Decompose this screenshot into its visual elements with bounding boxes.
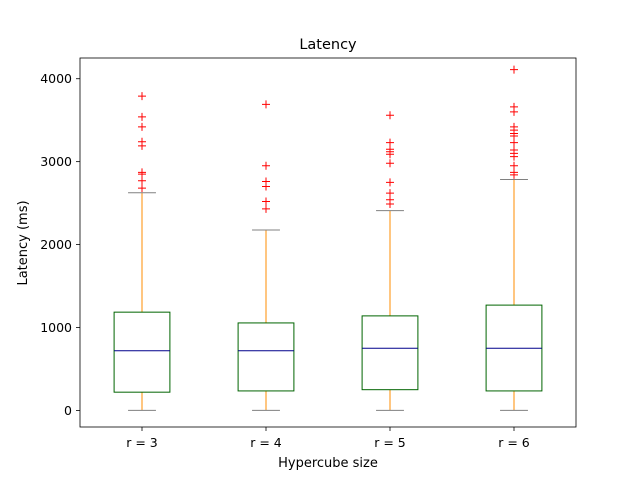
plot-area: r = 3 r = 4 r = 5 r = 6 0 1000 2000 3000 4000 [40, 57, 577, 450]
outlier-marker [262, 161, 270, 170]
x-tick-label: r = 5 [374, 435, 406, 450]
y-tick-label: 2000 [40, 237, 72, 252]
outlier-marker [386, 189, 394, 198]
outlier-marker [138, 92, 146, 101]
box-iqr [361, 315, 419, 391]
box-iqr [113, 311, 171, 393]
outlier-marker [138, 122, 146, 131]
outlier-marker [386, 138, 394, 147]
outlier-marker [138, 112, 146, 121]
outlier-marker [262, 100, 270, 109]
outlier-marker [386, 178, 394, 187]
y-tick-label: 3000 [40, 154, 72, 169]
outlier-marker [138, 184, 146, 193]
outlier-marker [386, 159, 394, 168]
outlier-marker [386, 111, 394, 120]
outlier-marker [510, 161, 518, 170]
outlier-marker [510, 102, 518, 111]
plot-frame [79, 57, 577, 428]
x-tick-label: r = 3 [126, 435, 158, 450]
x-tick-label: r = 4 [250, 435, 282, 450]
box-iqr [237, 322, 295, 392]
outlier-marker [262, 204, 270, 213]
outlier-marker [262, 177, 270, 186]
y-tick-label: 1000 [40, 320, 72, 335]
outlier-marker [262, 197, 270, 206]
x-axis-label: Hypercube size [278, 456, 378, 471]
y-axis-label: Latency (ms) [16, 200, 31, 285]
outlier-marker [510, 122, 518, 131]
outlier-marker [138, 137, 146, 146]
outlier-marker [138, 168, 146, 177]
x-tick-label: r = 6 [498, 435, 530, 450]
y-tick-label: 0 [64, 403, 72, 418]
outlier-marker [510, 65, 518, 74]
chart-title: Latency [299, 37, 357, 53]
outlier-marker [510, 146, 518, 155]
y-tick-label: 4000 [40, 71, 72, 86]
